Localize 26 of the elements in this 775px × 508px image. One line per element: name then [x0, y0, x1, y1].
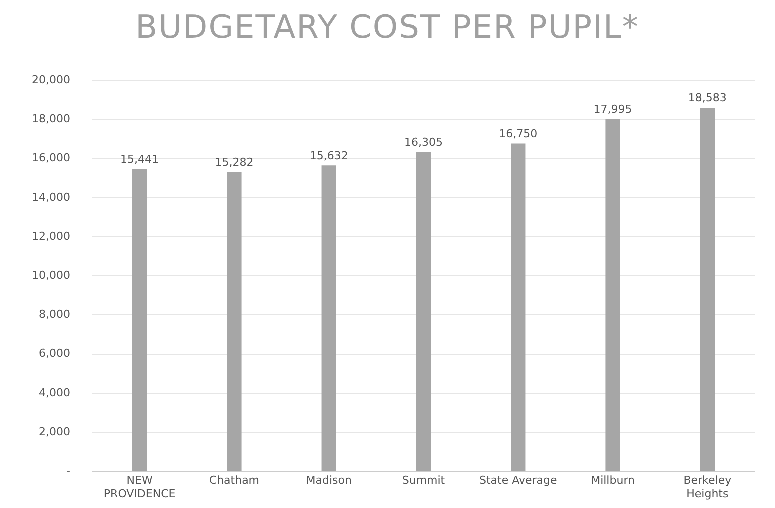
data-label: 18,583 [688, 92, 727, 105]
y-tick-label: 6,000 [38, 347, 70, 360]
data-label: 17,995 [594, 103, 632, 116]
y-tick-label: 2,000 [38, 425, 70, 438]
y-tick-label: 20,000 [32, 73, 70, 86]
y-tick-label: 10,000 [32, 268, 70, 282]
y-tick-label: 4,000 [38, 386, 70, 400]
data-label: 16,750 [499, 127, 538, 140]
x-tick-label: Millburn [591, 474, 636, 488]
chart-title: BUDGETARY COST PER PUPIL* [134, 8, 640, 48]
y-tick-label: 16,000 [32, 152, 70, 165]
x-tick-label: Madison [306, 474, 352, 488]
data-label: 15,632 [310, 149, 348, 162]
data-label: 15,441 [120, 153, 160, 166]
x-tick-label: Summit [402, 474, 446, 488]
y-tick-label: 18,000 [32, 112, 70, 126]
data-label: 16,305 [404, 136, 443, 150]
y-tick-label: - [66, 464, 71, 478]
y-tick-label: 12,000 [32, 230, 70, 243]
x-tick-label: NEW PROVIDENCE [104, 474, 176, 500]
x-tick-label: Chatham [209, 474, 260, 488]
y-tick-label: 14,000 [32, 190, 70, 204]
y-tick-label: 8,000 [38, 308, 70, 322]
x-tick-label: Berkeley Heights [684, 474, 732, 500]
x-tick-label: State Average [479, 474, 558, 488]
data-label: 15,282 [215, 156, 254, 170]
